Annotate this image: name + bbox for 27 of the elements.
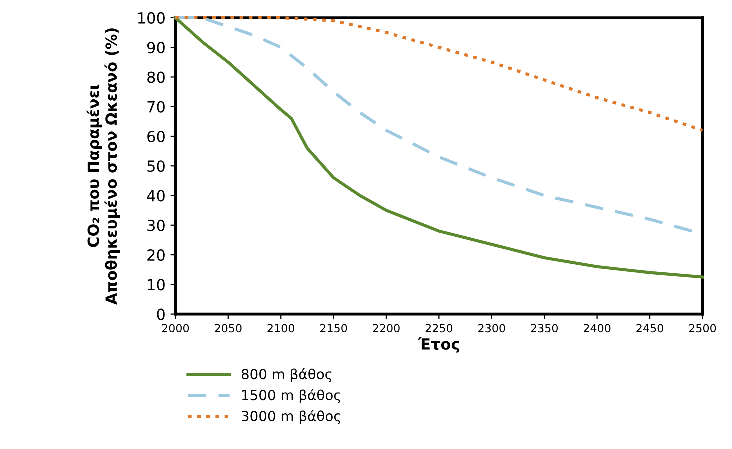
legend-label: 800 m βάθος: [242, 368, 332, 382]
x-tick-label: 2350: [531, 324, 558, 333]
x-tick-label: 2000: [162, 324, 190, 333]
x-tick-label: 2300: [478, 324, 506, 333]
y-tick-label: 100: [138, 12, 165, 24]
x-tick-label: 2150: [320, 324, 348, 333]
x-axis-title: Έτος: [418, 338, 460, 353]
y-tick-label: 90: [147, 42, 165, 54]
y-tick-label: 50: [148, 160, 165, 172]
y-tick-label: 10: [148, 279, 165, 291]
y-tick-label: 60: [148, 130, 165, 143]
x-tick-label: 2450: [636, 324, 664, 333]
x-tick-label: 2500: [689, 324, 716, 333]
y-tick-label: 0: [157, 308, 165, 320]
x-tick-label: 2200: [373, 324, 400, 333]
x-tick-label: 2250: [426, 324, 453, 333]
y-tick-label: 40: [147, 190, 165, 202]
y-tick-label: 30: [148, 220, 165, 232]
x-tick-label: 2100: [268, 324, 294, 333]
y-tick-label: 80: [148, 72, 165, 84]
y-axis-title: CO₂ που Παραμένει Αποθηκευμένο στον Ωκεανό (%): [86, 28, 120, 305]
legend-label: 1500 m βάθος: [242, 389, 340, 404]
y-tick-label: 70: [148, 101, 165, 113]
x-tick-label: 2050: [215, 324, 242, 333]
x-tick-label: 2400: [584, 324, 611, 333]
y-tick-label: 20: [148, 249, 165, 262]
legend-label: 3000 m βάθος: [242, 410, 340, 424]
